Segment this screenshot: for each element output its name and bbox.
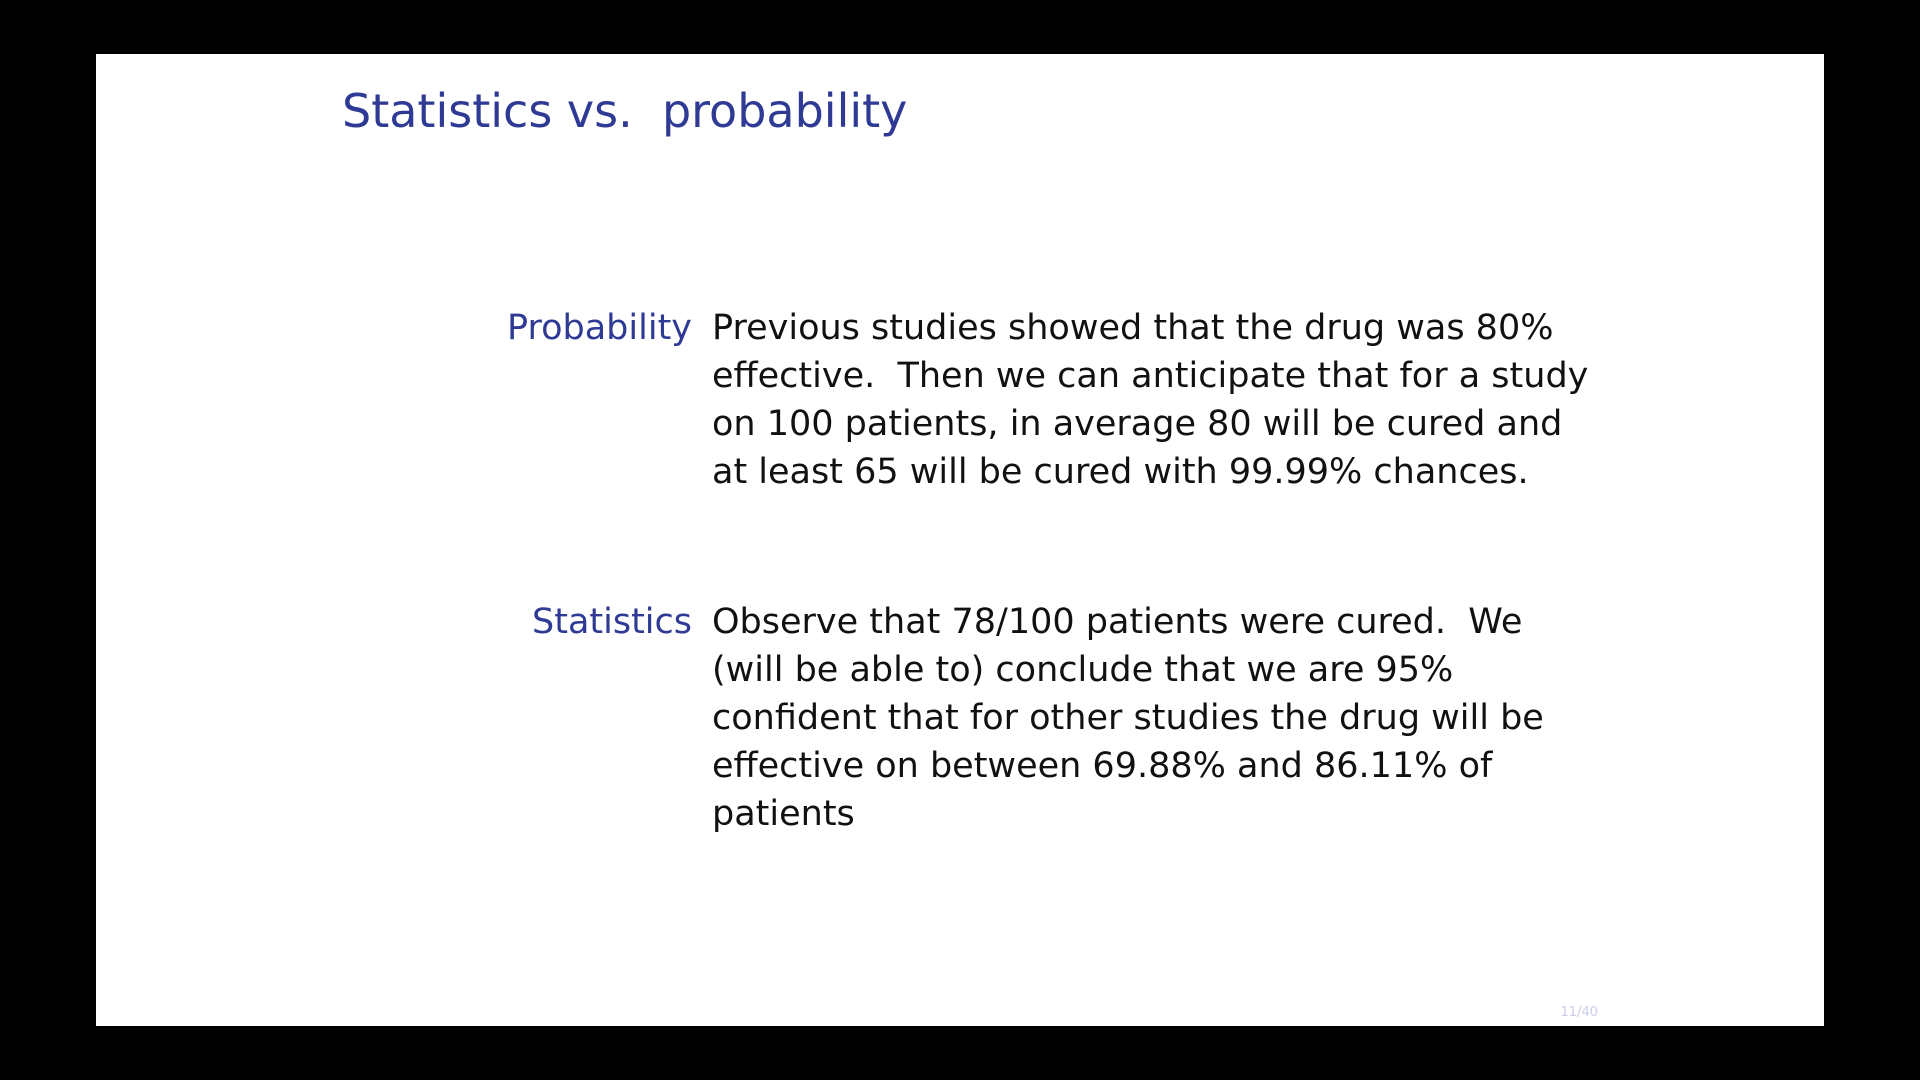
definition-term: Statistics — [532, 602, 692, 642]
slide-title: Statistics vs. probability — [342, 84, 908, 138]
page-number: 11/40 — [1560, 1005, 1598, 1020]
definition-statistics: Statistics Observe that 78/100 patients … — [346, 598, 1606, 838]
definition-probability: Probability Previous studies showed that… — [346, 304, 1606, 496]
slide: Statistics vs. probability Probability P… — [96, 54, 1824, 1026]
definition-list: Probability Previous studies showed that… — [346, 304, 1606, 838]
definition-description: Previous studies showed that the drug wa… — [712, 308, 1600, 492]
definition-term: Probability — [506, 308, 692, 348]
definition-description: Observe that 78/100 patients were cured.… — [712, 602, 1555, 834]
